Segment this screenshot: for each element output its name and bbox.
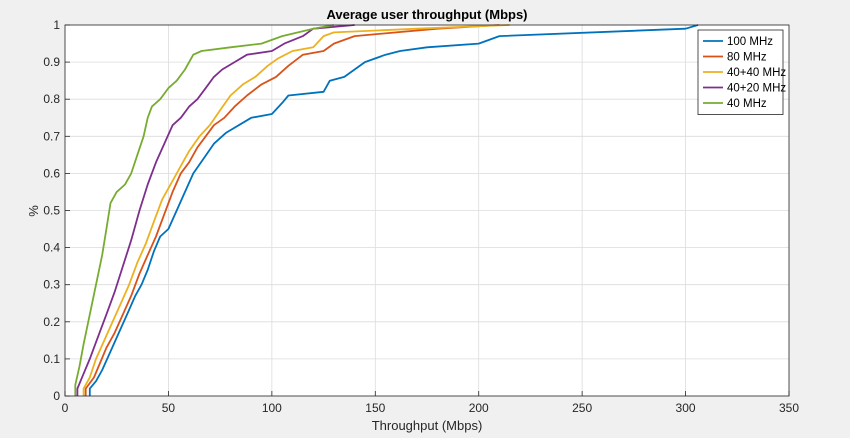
y-tick-label: 0.2 [43,315,60,329]
x-tick-label: 200 [469,401,489,415]
y-tick-label: 0.4 [43,241,60,255]
x-axis-label: Throughput (Mbps) [372,418,483,433]
legend-label: 40+20 MHz [727,83,786,95]
y-axis-label: % [26,205,41,217]
x-tick-label: 0 [62,401,69,415]
series-line-2 [84,24,500,396]
y-tick-label: 0.8 [43,92,60,106]
x-tick-label: 350 [779,401,799,415]
series-line-4 [76,24,355,396]
y-tick-label: 0.5 [43,204,60,218]
y-tick-label: 0.3 [43,278,60,292]
series-line-3 [82,24,510,396]
y-tick-label: 0.6 [43,166,60,180]
series-line-1 [88,24,699,396]
legend-label: 100 MHz [727,36,773,48]
legend: 100 MHz 80 MHz 40+40 MHz 40+20 MHz 40 MHz [697,29,786,115]
chart-title: Average user throughput (Mbps) [326,7,527,22]
x-tick-label: 250 [572,401,592,415]
y-tick-label: 0.7 [43,129,60,143]
series-lines [74,24,699,396]
legend-label: 40+40 MHz [727,67,786,79]
y-tick-label: 1 [53,18,60,32]
x-tick-label: 50 [162,401,176,415]
y-tick-label: 0 [53,389,60,403]
series-line-5 [74,24,335,396]
x-tick-label: 150 [365,401,385,415]
y-tick-label: 0.9 [43,55,60,69]
x-tick-label: 300 [676,401,696,415]
x-tick-label: 100 [262,401,282,415]
legend-label: 80 MHz [727,52,767,64]
legend-label: 40 MHz [727,98,767,110]
y-tick-label: 0.1 [43,352,60,366]
axis-ticks: 0 50 100 150 200 250 300 350 0 0.1 0.2 0.3 0.4 0.5 0.6… [43,18,799,415]
